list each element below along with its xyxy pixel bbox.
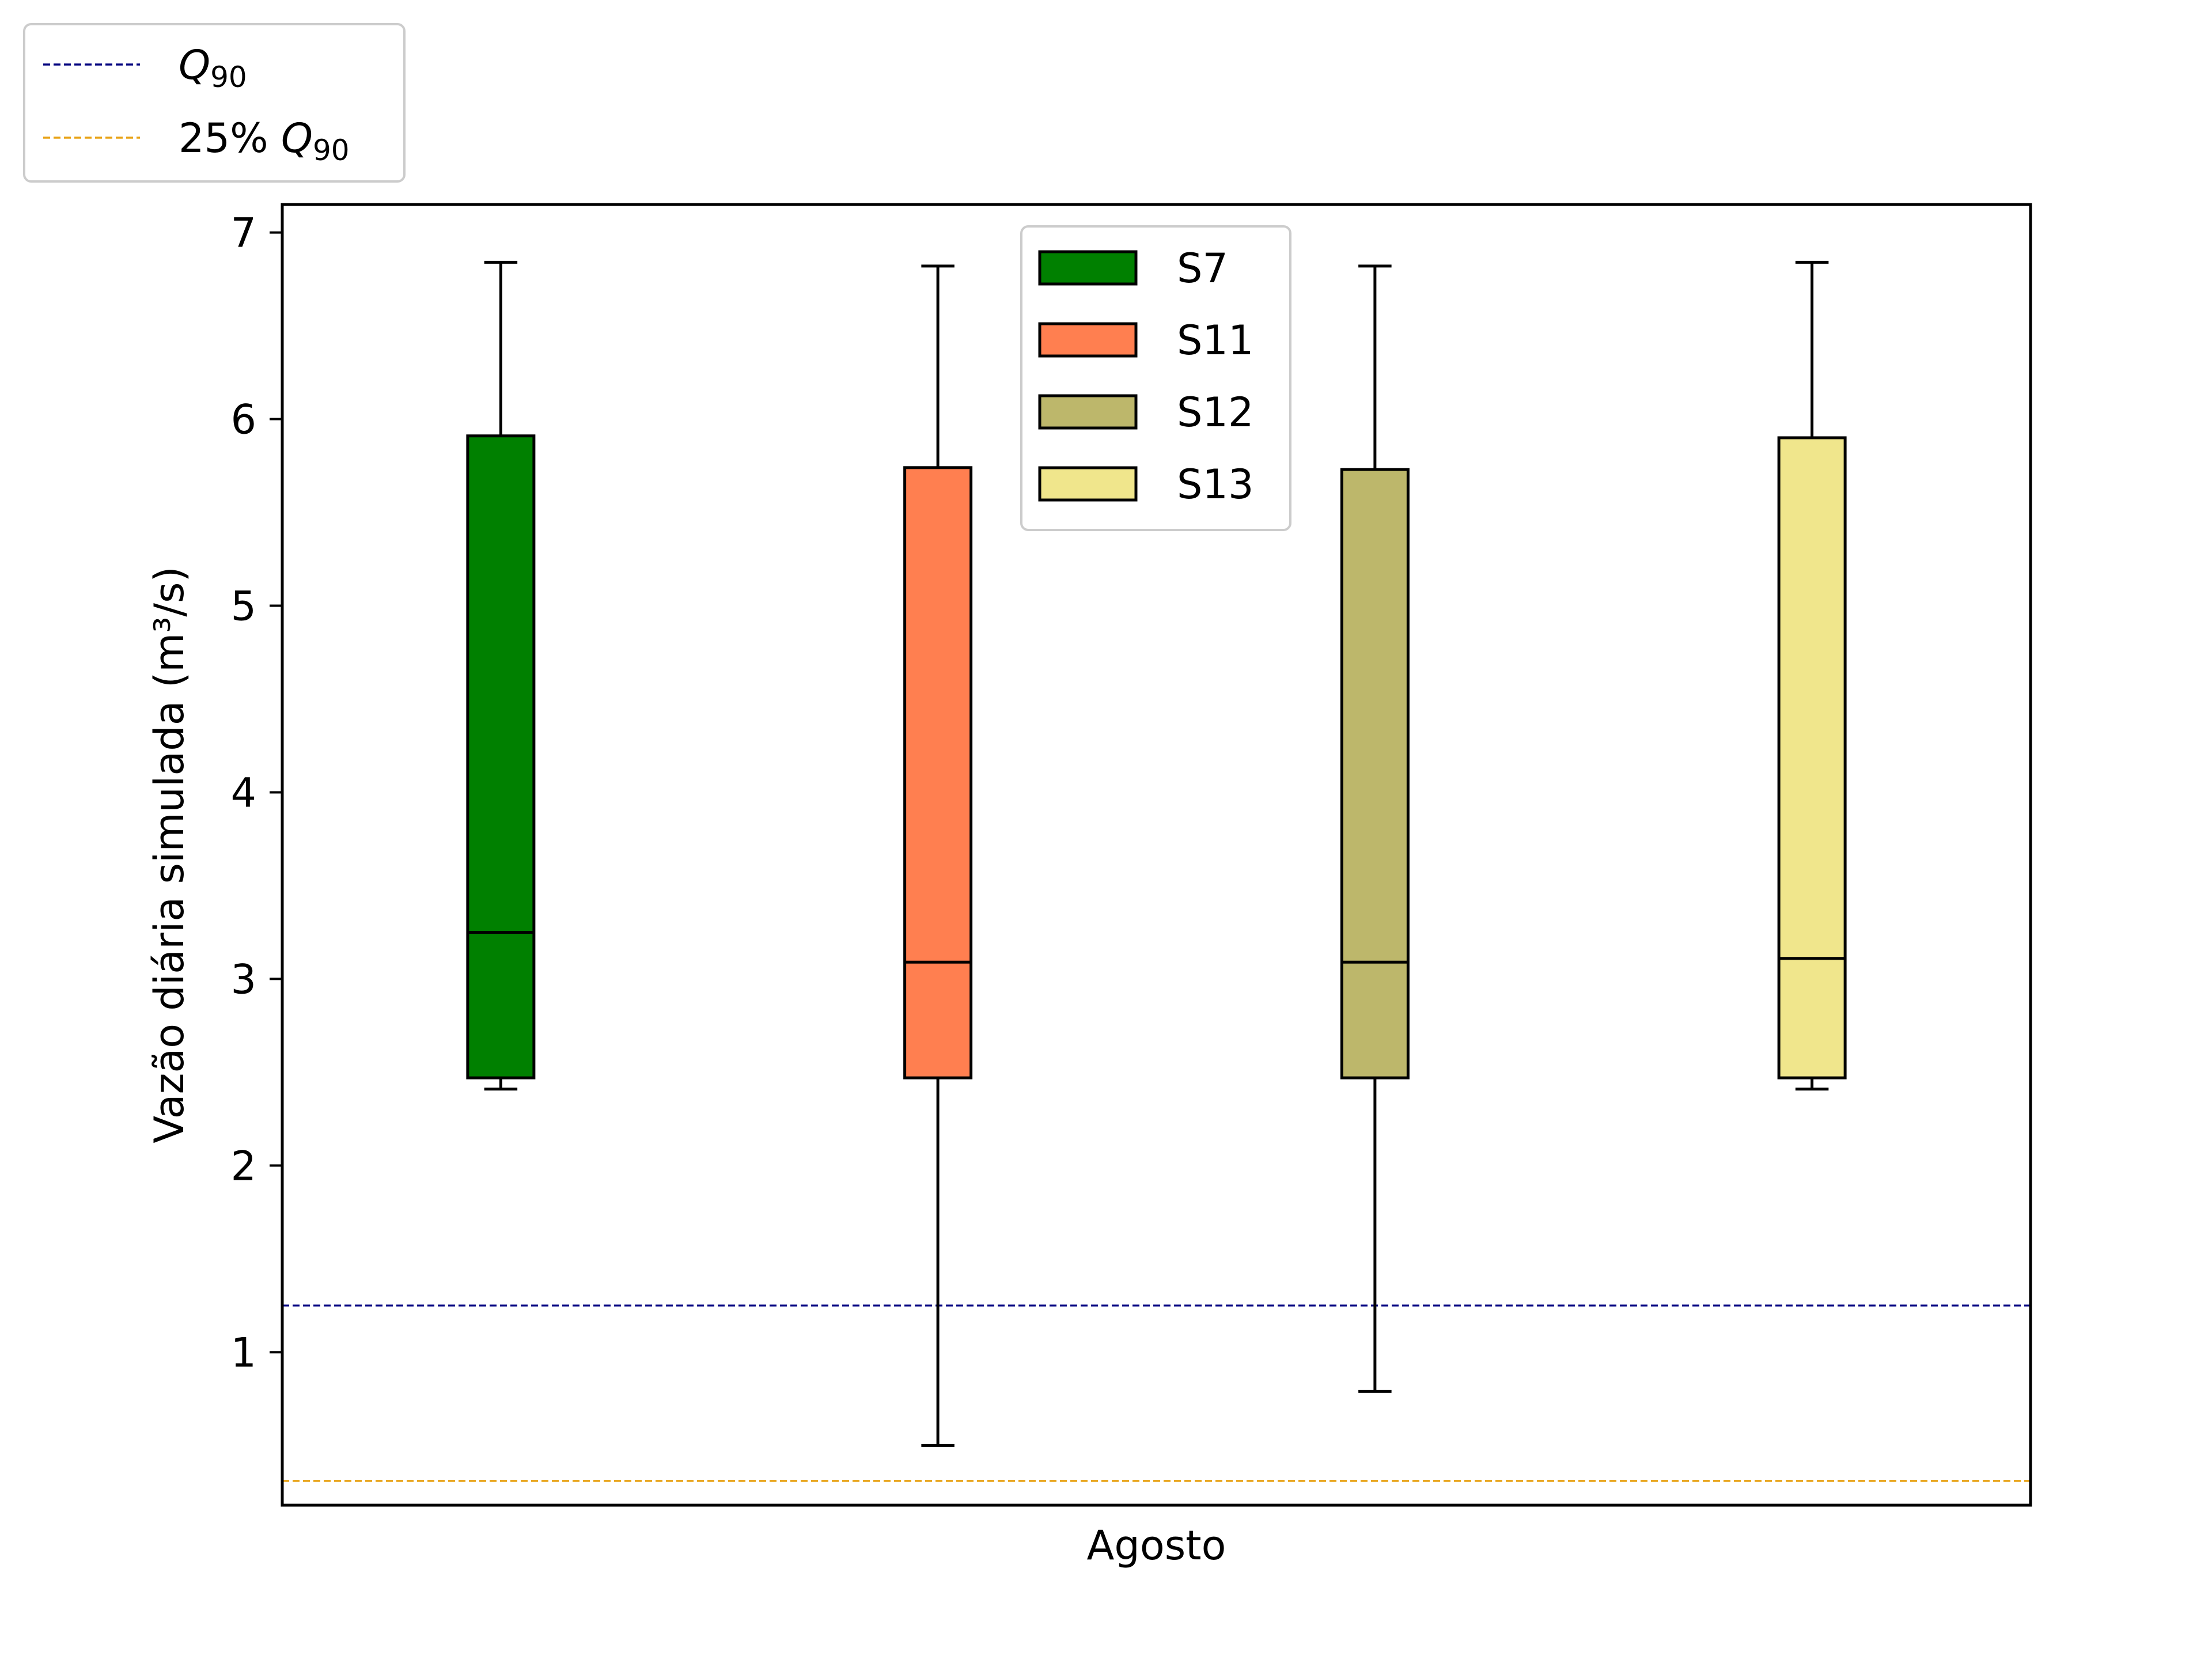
box-body <box>1777 436 1847 1080</box>
legend-line-label-1: 25% Q90 <box>179 115 350 167</box>
y-tick-label: 7 <box>230 210 256 257</box>
legend-label-s12: S12 <box>1177 389 1254 436</box>
y-tick-label: 1 <box>230 1329 256 1376</box>
y-tick-label: 4 <box>230 769 256 816</box>
reference-lines-legend: Q90 25% Q90 <box>23 23 406 183</box>
series-legend: S7 S11 S12 S13 <box>1020 225 1291 531</box>
legend-swatch-s13 <box>1038 466 1138 502</box>
box-s7 <box>466 260 536 1091</box>
box-plots <box>466 260 1847 1447</box>
y-tick-label: 5 <box>230 583 256 630</box>
box-body <box>466 434 536 1080</box>
x-axis-label: Agosto <box>1087 1522 1226 1569</box>
box-s11 <box>903 264 973 1447</box>
legend-label-s13: S13 <box>1177 461 1254 508</box>
legend-swatch-s11 <box>1038 322 1138 358</box>
y-tick-label: 2 <box>230 1142 256 1190</box>
y-tick-label: 6 <box>230 396 256 444</box>
legend-label-s7: S7 <box>1177 245 1228 292</box>
legend-line-label-0: Q90 <box>179 41 247 94</box>
legend-swatch-s7 <box>1038 250 1138 286</box>
y-axis-ticks: 1 2 3 4 5 6 7 <box>230 210 282 1376</box>
reference-lines <box>282 1304 2031 1482</box>
box-body <box>1340 468 1410 1080</box>
plot-frame <box>281 203 2032 1507</box>
box-s12 <box>1340 264 1410 1393</box>
legend-label-s11: S11 <box>1177 317 1254 364</box>
box-s13 <box>1777 260 1847 1091</box>
legend-swatch-s12 <box>1038 394 1138 430</box>
series-legend-frame <box>1020 225 1291 531</box>
y-axis-label: Vazão diária simulada (m³/s) <box>146 566 193 1143</box>
y-tick-label: 3 <box>230 956 256 1003</box>
box-body <box>903 466 973 1080</box>
